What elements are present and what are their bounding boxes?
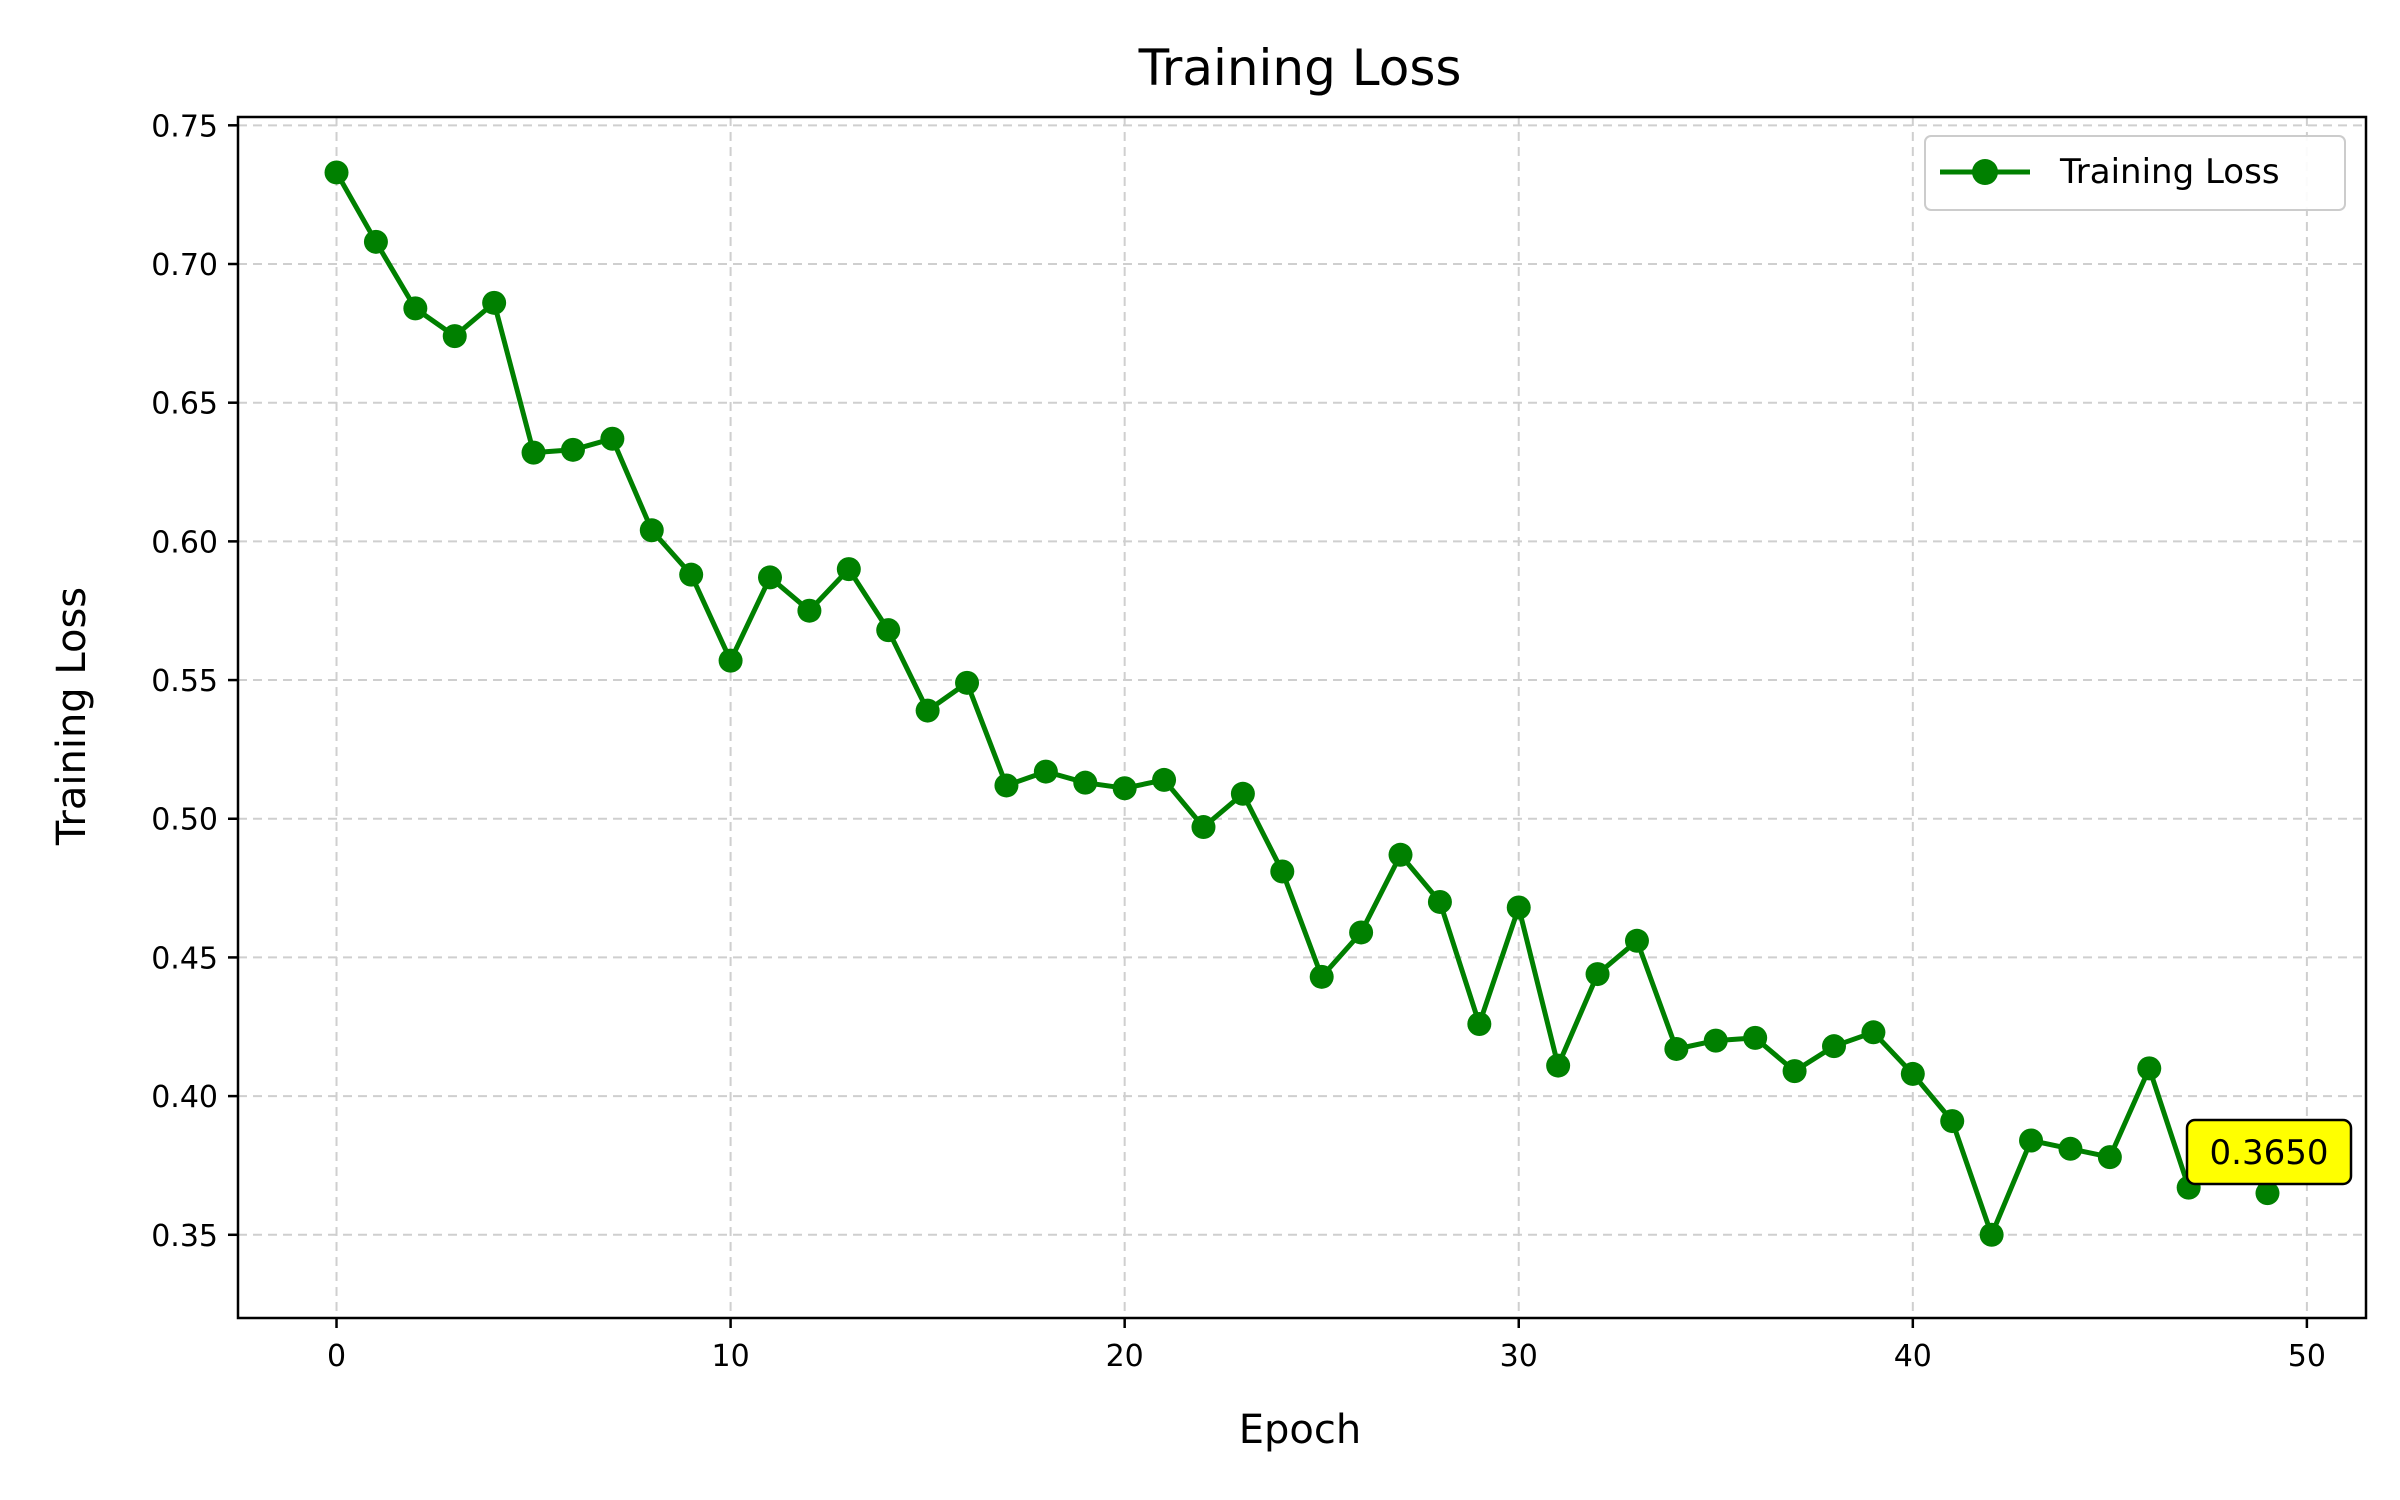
legend-marker-swatch — [1972, 159, 1998, 185]
x-tick-label: 20 — [1106, 1339, 1144, 1374]
y-tick-label: 0.65 — [151, 387, 218, 422]
data-point — [1585, 962, 1610, 987]
data-point — [797, 598, 822, 623]
x-tick-label: 0 — [327, 1339, 346, 1374]
data-point — [1624, 928, 1649, 953]
y-tick-label: 0.40 — [151, 1080, 218, 1115]
y-tick-label: 0.60 — [151, 525, 218, 560]
data-point — [403, 296, 428, 321]
data-point — [2019, 1128, 2044, 1153]
data-point — [2097, 1145, 2122, 1170]
data-point — [363, 229, 388, 254]
data-point — [1230, 781, 1255, 806]
data-point — [600, 426, 625, 451]
legend: Training Loss — [1924, 135, 2346, 211]
x-tick-label: 40 — [1894, 1339, 1932, 1374]
data-point — [2137, 1056, 2162, 1081]
data-point — [1546, 1053, 1571, 1078]
data-point — [955, 670, 980, 695]
data-point — [324, 160, 349, 185]
x-tick-label: 50 — [2288, 1339, 2326, 1374]
data-point — [1152, 767, 1177, 792]
data-point — [560, 437, 585, 462]
annotation-box — [2185, 1118, 2353, 1186]
grid — [238, 117, 2366, 1318]
y-tick-label: 0.70 — [151, 248, 218, 283]
y-tick-label: 0.45 — [151, 941, 218, 976]
data-point — [1467, 1011, 1492, 1036]
data-point — [1822, 1034, 1846, 1059]
data-point — [679, 562, 704, 587]
data-point — [915, 698, 940, 723]
data-point — [1033, 759, 1058, 784]
series-marker-layer — [324, 160, 2280, 1247]
data-point — [836, 557, 861, 582]
data-point — [442, 324, 467, 349]
chart-title: Training Loss — [1138, 39, 1462, 97]
data-point — [482, 290, 507, 315]
y-tick-label: 0.35 — [151, 1219, 218, 1254]
data-point — [876, 618, 901, 643]
data-point — [1270, 859, 1295, 884]
data-point — [1900, 1061, 1925, 1086]
y-tick-label: 0.55 — [151, 664, 218, 699]
data-point — [994, 773, 1019, 798]
data-point — [1191, 815, 1216, 840]
plot-frame — [236, 115, 2368, 1320]
x-axis-title: Epoch — [1239, 1407, 1361, 1453]
data-point — [1427, 889, 1452, 914]
data-point — [1979, 1222, 2004, 1247]
data-point — [1506, 895, 1531, 920]
data-point — [1309, 964, 1334, 989]
y-tick-label: 0.75 — [151, 109, 218, 144]
data-point — [639, 518, 664, 543]
data-point — [521, 440, 546, 465]
data-point — [2058, 1136, 2083, 1161]
data-point — [1861, 1020, 1886, 1045]
axis-ticks: 0 10 20 30 40 50 0.35 0.40 0.45 0.50 0.55 0.60 0.65 0… — [151, 109, 2326, 1374]
data-point — [1349, 920, 1374, 945]
annotation-text: 0.3650 — [2210, 1133, 2329, 1173]
data-point — [1388, 842, 1413, 867]
data-point — [1112, 776, 1137, 801]
x-tick-label: 10 — [711, 1339, 749, 1374]
data-point — [718, 648, 743, 673]
data-point — [1940, 1109, 1965, 1134]
y-tick-label: 0.50 — [151, 803, 218, 838]
data-point — [1703, 1028, 1728, 1053]
data-point — [1743, 1025, 1768, 1050]
x-tick-label: 30 — [1500, 1339, 1538, 1374]
data-point — [2255, 1181, 2280, 1206]
y-axis-title: Training Loss — [49, 587, 95, 846]
legend-box — [1924, 135, 2346, 211]
legend-label: Training Loss — [2059, 152, 2280, 192]
data-point — [1782, 1059, 1807, 1084]
data-point — [1073, 770, 1098, 795]
last-value-annotation: 0.3650 — [2185, 1118, 2353, 1186]
data-point — [1664, 1036, 1689, 1061]
data-point — [758, 565, 782, 590]
